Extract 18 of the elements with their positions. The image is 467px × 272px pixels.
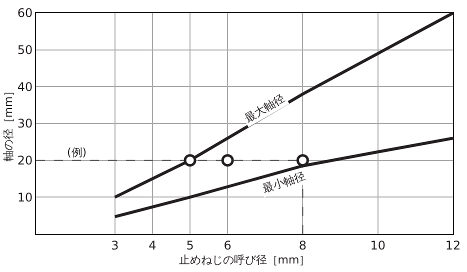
x-tick-label: 6 bbox=[224, 238, 232, 252]
y-tick-label: 40 bbox=[17, 80, 33, 94]
x-tick-label: 12 bbox=[445, 238, 461, 252]
x-tick-label: 5 bbox=[186, 238, 194, 252]
annotation: 最大軸径 bbox=[242, 92, 288, 126]
annotation: (例) bbox=[67, 146, 87, 159]
annotation: 最小軸径 bbox=[261, 170, 307, 196]
x-axis-title: 止めねじの呼び径［mm］ bbox=[178, 254, 310, 267]
y-axis-title: 軸の径［mm］ bbox=[2, 85, 15, 162]
y-tick-label: 50 bbox=[17, 43, 33, 58]
x-tick-label: 8 bbox=[298, 238, 307, 252]
y-tick-label: 10 bbox=[17, 190, 33, 204]
y-tick-label: 30 bbox=[17, 116, 33, 131]
y-tick-label: 60 bbox=[17, 6, 33, 20]
x-tick-label: 3 bbox=[111, 238, 119, 252]
x-tick-label: 4 bbox=[148, 238, 156, 252]
x-tick-label: 10 bbox=[370, 238, 386, 252]
y-tick-label: 20 bbox=[17, 154, 33, 168]
